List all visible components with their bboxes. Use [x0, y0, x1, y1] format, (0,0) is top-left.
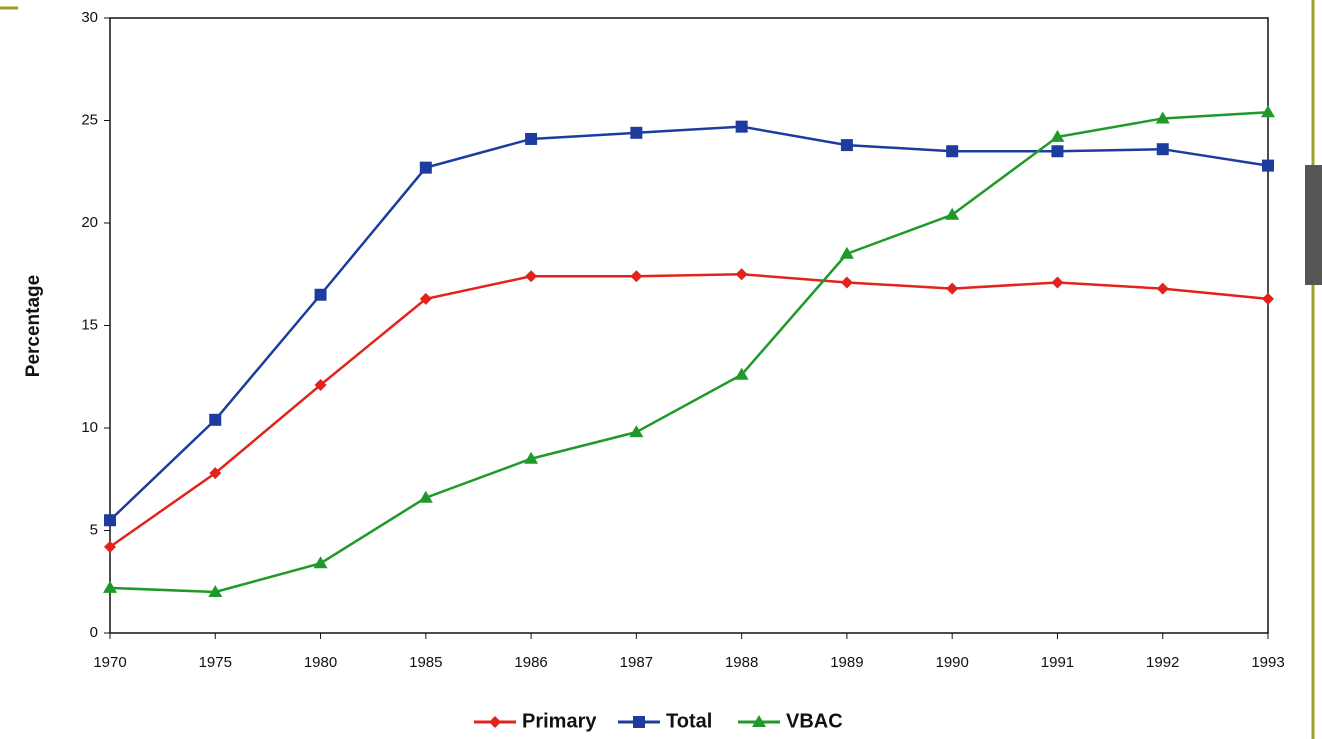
x-tick-label: 1990 [935, 654, 968, 671]
data-point [525, 270, 538, 283]
data-point [1261, 105, 1275, 118]
y-tick-label: 20 [81, 214, 98, 231]
data-point [208, 585, 223, 597]
data-point [419, 292, 432, 305]
legend-label: Total [666, 710, 712, 732]
data-point [734, 367, 749, 380]
data-point [313, 556, 328, 569]
data-point [946, 145, 959, 158]
y-tick-label: 10 [81, 419, 98, 436]
x-tick-label: 1991 [1041, 654, 1074, 671]
y-tick-label: 25 [81, 111, 98, 128]
data-point [735, 268, 748, 281]
data-point [1156, 282, 1169, 295]
x-tick-label: 1985 [409, 654, 442, 671]
data-point [1051, 276, 1064, 289]
data-point [630, 126, 643, 139]
y-tick-label: 15 [81, 316, 98, 333]
y-tick-label: 30 [81, 9, 98, 26]
data-point [840, 276, 853, 289]
series-line [109, 272, 1269, 548]
data-point [525, 132, 538, 145]
data-point [1262, 159, 1274, 172]
x-tick-label: 1986 [514, 654, 547, 671]
data-point [314, 378, 327, 391]
data-point [419, 161, 432, 174]
series-line [109, 111, 1269, 594]
x-tick-label: 1988 [725, 654, 758, 671]
legend-label: Primary [522, 710, 597, 732]
legend-label: VBAC [786, 710, 843, 732]
y-axis-label: Percentage [23, 275, 44, 377]
data-point [1155, 111, 1170, 124]
plot-frame [109, 17, 1269, 634]
data-point [209, 467, 222, 480]
series-line [109, 125, 1269, 522]
data-point [946, 282, 959, 295]
data-point [104, 514, 116, 527]
x-tick-label: 1993 [1251, 654, 1284, 671]
data-point [630, 270, 643, 283]
x-tick-label: 1989 [830, 654, 863, 671]
data-point [1050, 129, 1065, 142]
x-tick-label: 1992 [1146, 654, 1179, 671]
data-point [418, 490, 433, 503]
decor-box [1305, 165, 1322, 285]
data-point [839, 246, 854, 259]
data-point [1156, 143, 1169, 156]
data-point [945, 207, 960, 220]
legend-marker [752, 715, 766, 727]
x-tick-label: 1970 [93, 654, 126, 671]
data-point [104, 540, 116, 553]
legend-marker [489, 716, 501, 728]
y-tick-label: 0 [90, 624, 98, 641]
y-tick-label: 5 [90, 521, 98, 538]
data-point [1051, 145, 1064, 158]
data-point [314, 288, 327, 301]
legend-marker [633, 716, 645, 728]
data-point [103, 580, 117, 593]
data-point [629, 425, 644, 438]
data-point [1262, 292, 1274, 305]
data-point [209, 413, 222, 426]
x-tick-label: 1975 [199, 654, 232, 671]
data-point [524, 451, 539, 464]
data-point [735, 120, 748, 133]
x-tick-label: 1987 [620, 654, 653, 671]
data-point [840, 139, 853, 152]
x-tick-label: 1980 [304, 654, 337, 671]
